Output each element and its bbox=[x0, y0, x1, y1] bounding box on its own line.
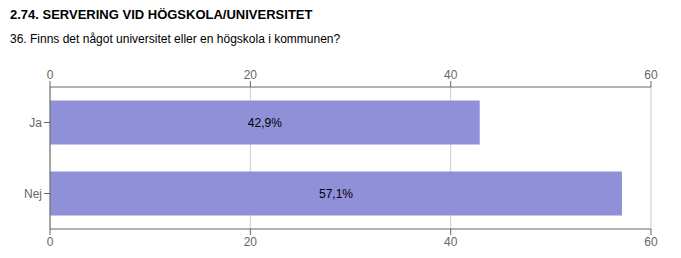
svg-text:42,9%: 42,9% bbox=[248, 116, 282, 130]
svg-text:20: 20 bbox=[244, 68, 258, 82]
svg-text:0: 0 bbox=[47, 68, 54, 82]
svg-text:Ja: Ja bbox=[29, 116, 42, 130]
svg-text:60: 60 bbox=[644, 68, 658, 82]
svg-text:40: 40 bbox=[444, 68, 458, 82]
svg-text:20: 20 bbox=[244, 235, 258, 249]
svg-text:57,1%: 57,1% bbox=[319, 187, 353, 201]
svg-text:0: 0 bbox=[47, 235, 54, 249]
svg-text:40: 40 bbox=[444, 235, 458, 249]
svg-text:60: 60 bbox=[644, 235, 658, 249]
html-text:2.74. SERVERING VID HÖGSKOLA/U: 2.74. SERVERING VID HÖGSKOLA/UNIVERSITET bbox=[10, 7, 313, 22]
svg-text:Nej: Nej bbox=[24, 187, 42, 201]
html-text:36. Finns det något universite: 36. Finns det något universitet eller en… bbox=[10, 32, 341, 46]
